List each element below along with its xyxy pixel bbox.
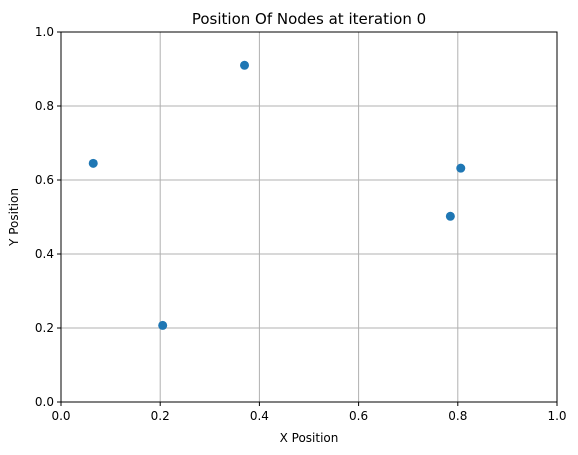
data-point bbox=[456, 163, 466, 173]
chart-title: Position Of Nodes at iteration 0 bbox=[192, 10, 426, 28]
y-tick-label: 0.8 bbox=[35, 99, 54, 113]
y-tick-label: 0.4 bbox=[35, 247, 54, 261]
plot-frame bbox=[60, 31, 558, 403]
x-axis-label: X Position bbox=[280, 431, 339, 445]
data-point bbox=[240, 60, 250, 70]
y-tick-label: 0.6 bbox=[35, 173, 54, 187]
x-tick-label: 0.0 bbox=[51, 409, 70, 423]
data-points bbox=[88, 60, 466, 330]
y-tick-label: 0.2 bbox=[35, 321, 54, 335]
y-tick-label: 1.0 bbox=[35, 25, 54, 39]
x-tick-label: 0.4 bbox=[250, 409, 269, 423]
data-point bbox=[445, 211, 455, 221]
data-point bbox=[88, 158, 98, 168]
x-tick-label: 0.6 bbox=[349, 409, 368, 423]
x-tick-label: 0.8 bbox=[448, 409, 467, 423]
y-axis-label: Y Position bbox=[7, 188, 21, 247]
data-point bbox=[158, 320, 168, 330]
x-tick-label: 1.0 bbox=[547, 409, 566, 423]
axis-ticks: 0.0 0.2 0.4 0.6 0.8 1.0 0.0 0.2 0.4 0.6 0.8 1.0 bbox=[35, 25, 567, 423]
x-tick-label: 0.2 bbox=[151, 409, 170, 423]
grid bbox=[60, 31, 558, 403]
y-tick-label: 0.0 bbox=[35, 395, 54, 409]
